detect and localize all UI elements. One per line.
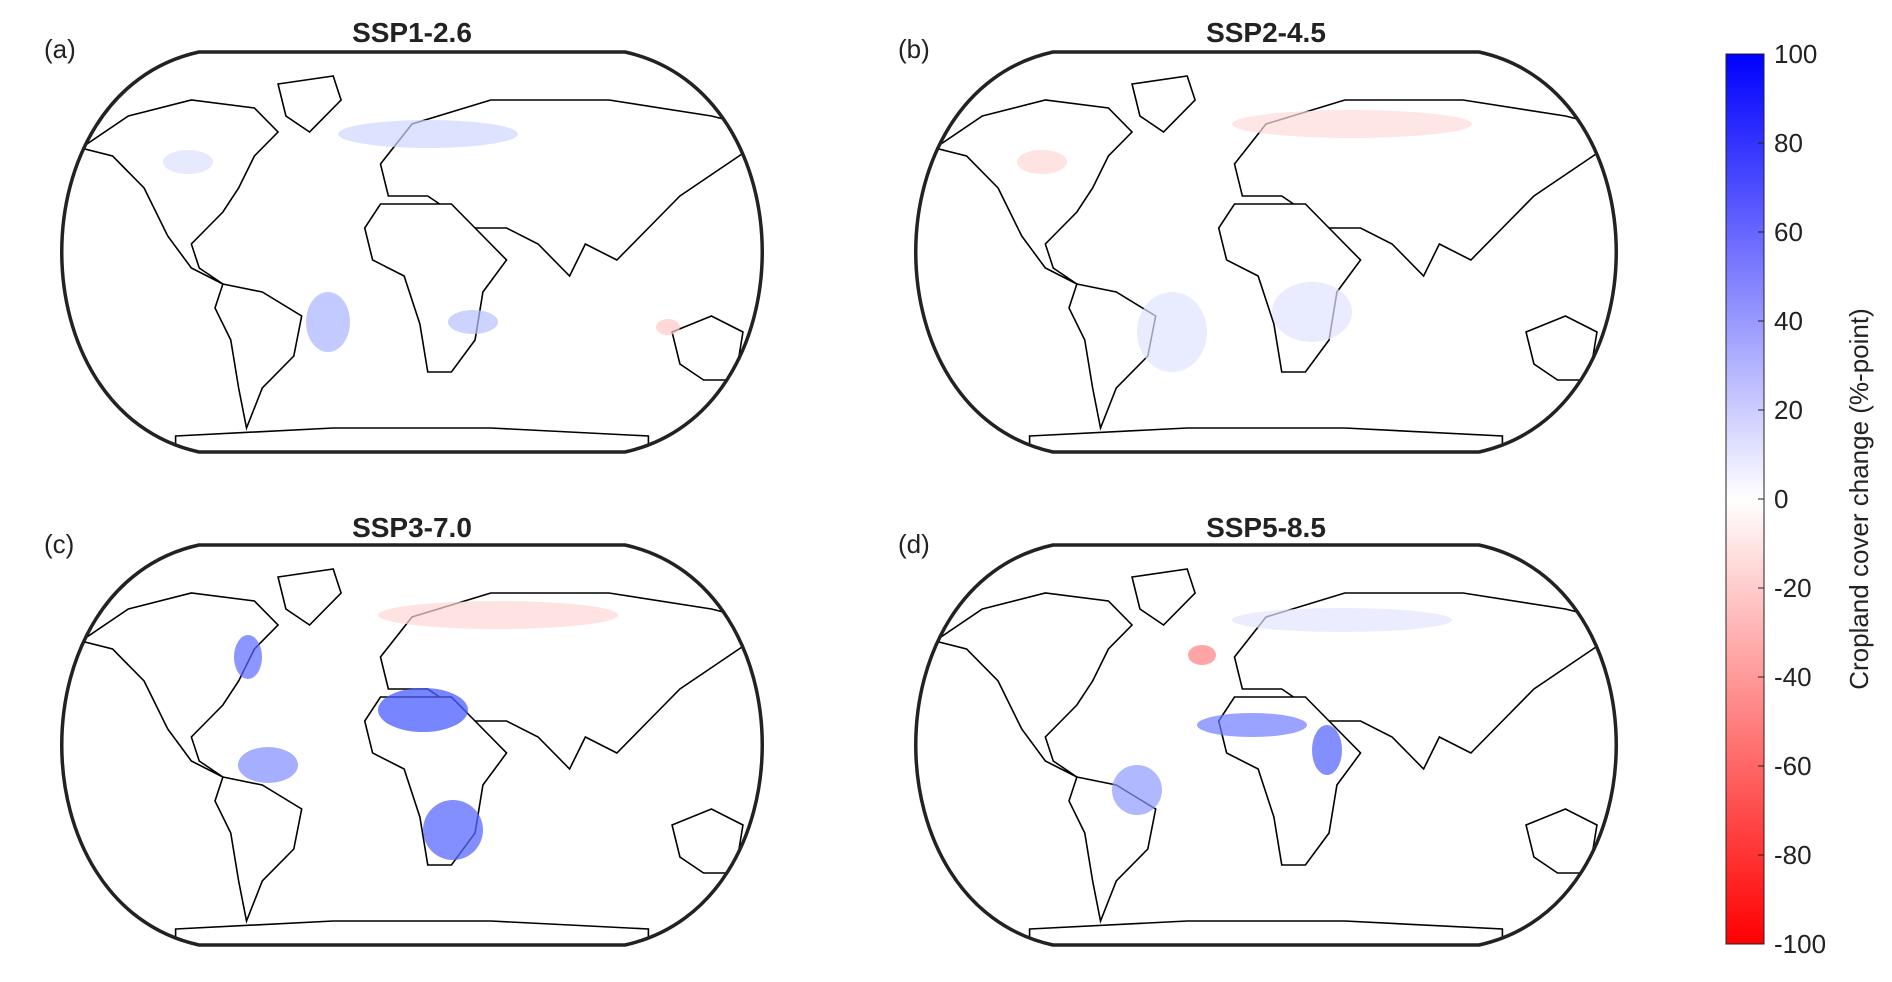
- map-panel: [60, 50, 764, 454]
- colorbar: [1725, 53, 1765, 945]
- map-panel: [60, 543, 764, 947]
- tick-label: -80: [1774, 840, 1812, 870]
- panel-title: SSP3-7.0: [352, 512, 472, 543]
- tick-label: 80: [1774, 128, 1803, 158]
- panel-label: (a): [44, 34, 76, 64]
- tick-label: -20: [1774, 573, 1812, 603]
- tick-label: 0: [1774, 484, 1788, 514]
- map-panel: [914, 50, 1618, 454]
- tick-label: -60: [1774, 751, 1812, 781]
- panel-title: SSP2-4.5: [1206, 17, 1326, 48]
- panel-label: (c): [44, 529, 74, 559]
- tick-label: -100: [1774, 929, 1826, 959]
- tick-label: -40: [1774, 662, 1812, 692]
- colorbar-label: Cropland cover change (%-point): [1844, 308, 1874, 690]
- tick-label: 60: [1774, 217, 1803, 247]
- tick-label: 20: [1774, 395, 1803, 425]
- map-panel: [914, 543, 1618, 947]
- tick-label: 40: [1774, 306, 1803, 336]
- panel-title: SSP1-2.6: [352, 17, 472, 48]
- panel-label: (d): [898, 529, 930, 559]
- panel-title: SSP5-8.5: [1206, 512, 1326, 543]
- panel-label: (b): [898, 34, 930, 64]
- tick-label: 100: [1774, 39, 1817, 69]
